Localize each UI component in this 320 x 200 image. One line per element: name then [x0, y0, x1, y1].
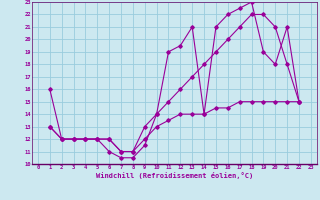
- X-axis label: Windchill (Refroidissement éolien,°C): Windchill (Refroidissement éolien,°C): [96, 172, 253, 179]
